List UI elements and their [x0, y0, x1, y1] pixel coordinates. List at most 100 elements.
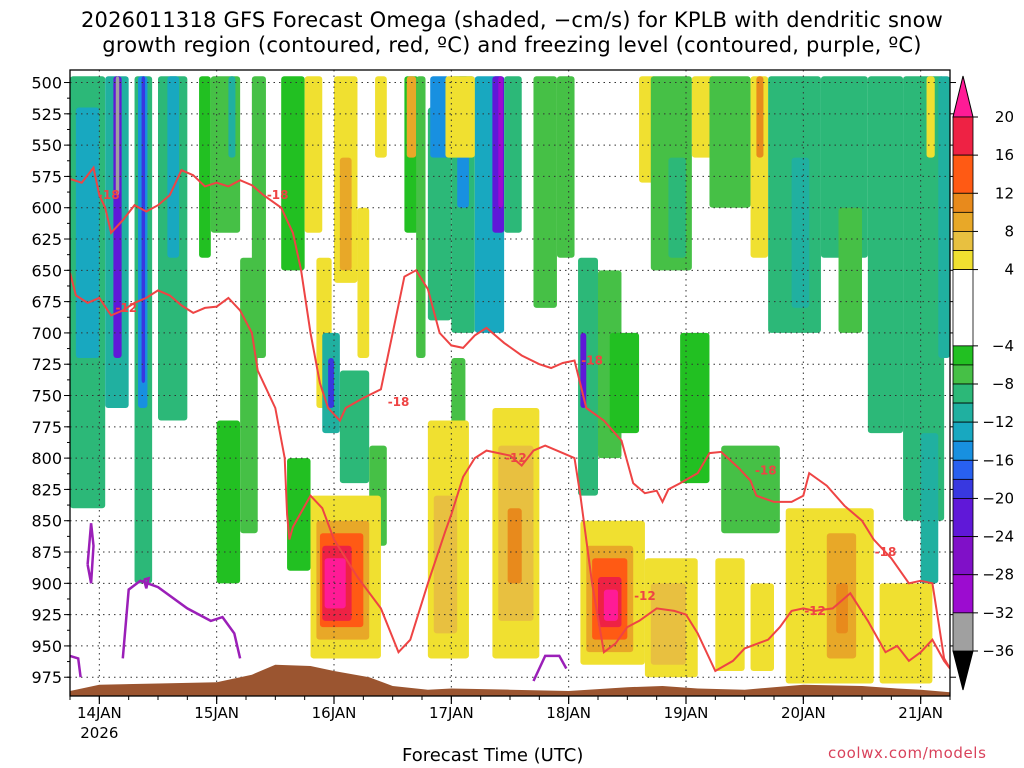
credit-link[interactable]: coolwx.com/models	[828, 744, 987, 762]
x-axis-title: Forecast Time (UTC)	[402, 745, 584, 766]
freezing-level-line	[70, 654, 82, 678]
y-tick-label: 975	[31, 668, 62, 687]
x-tick-label: 17JAN	[429, 704, 474, 722]
colorbar-bin	[952, 402, 974, 423]
contour-label: -12	[804, 604, 826, 618]
omega-cell	[609, 332, 640, 434]
omega-cell	[920, 433, 939, 584]
omega-cell	[427, 107, 452, 321]
y-tick-label: 600	[31, 199, 62, 218]
freezing-level-line	[142, 576, 151, 589]
colorbar-bin	[952, 250, 974, 270]
colorbar-bin	[952, 364, 974, 385]
colorbar-bin	[952, 612, 974, 652]
omega-cell	[216, 420, 241, 584]
omega-cell	[504, 76, 522, 233]
y-tick-label: 950	[31, 637, 62, 656]
y-tick-label: 775	[31, 418, 62, 437]
omega-cell	[680, 332, 710, 484]
omega-cell	[210, 76, 241, 233]
omega-cell	[357, 207, 370, 358]
y-tick-label: 750	[31, 387, 62, 406]
x-tick-label: 20JAN	[781, 704, 826, 722]
omega-cell	[867, 76, 904, 434]
colorbar-label: 20	[995, 108, 1014, 126]
contours	[70, 165, 950, 682]
omega-cell	[926, 76, 935, 158]
x-tick-label: 18JAN	[546, 704, 591, 722]
isotherm-minus12-line	[70, 272, 950, 673]
grid-lines	[70, 70, 950, 696]
y-tick-label: 675	[31, 293, 62, 312]
colorbar-label: −8	[992, 375, 1014, 393]
omega-cell	[498, 76, 503, 208]
omega-cell	[750, 583, 774, 671]
omega-cell	[533, 76, 557, 308]
colorbar-bottom-arrow	[952, 650, 974, 691]
colorbar-bin	[952, 574, 974, 614]
omega-cell	[836, 583, 848, 634]
colorbar-label: −36	[982, 642, 1014, 660]
omega-cell	[304, 76, 323, 233]
chart-title-line-1: 2026011318 GFS Forecast Omega (shaded, −…	[80, 8, 944, 32]
colorbar-bin	[952, 383, 974, 404]
y-tick-label: 650	[31, 261, 62, 280]
colorbar-bin	[952, 459, 974, 480]
omega-shading	[70, 76, 950, 684]
colorbar-label: −4	[992, 337, 1014, 355]
contour-label: -18	[98, 188, 120, 202]
omega-cell	[603, 589, 618, 621]
omega-cell	[650, 583, 686, 665]
contour-label: -18	[581, 353, 603, 367]
colorbar-label: 4	[1004, 261, 1014, 279]
omega-cell	[709, 76, 751, 208]
colorbar-bin	[952, 231, 974, 251]
omega-cell	[281, 76, 305, 271]
omega-cell	[228, 76, 236, 158]
omega-cell	[938, 76, 950, 358]
x-tick-label: 14JAN	[77, 704, 122, 722]
omega-cell	[113, 76, 122, 358]
colorbar-bin	[952, 192, 974, 213]
colorbar-label: −16	[982, 451, 1014, 469]
y-tick-label: 525	[31, 105, 62, 124]
colorbar-label: 12	[995, 184, 1014, 202]
freezing-level-line	[86, 523, 95, 584]
y-tick-label: 825	[31, 480, 62, 499]
omega-cell	[375, 76, 387, 158]
y-tick-label: 550	[31, 136, 62, 155]
isotherm-minus18-line	[70, 165, 950, 670]
colorbar: 20 16 12 8 4 −4 −8 −12 −16 −20 −24 −28 −32 −36	[952, 75, 1014, 691]
omega-cell	[339, 157, 352, 271]
omega-cell	[141, 76, 146, 383]
terrain	[70, 664, 950, 696]
omega-cell	[838, 207, 862, 333]
contour-labels: -18 -18 -12 -18 -12 -18 -12 -18 -12 -18	[98, 188, 896, 618]
colorbar-label: −20	[982, 489, 1014, 507]
omega-cell	[791, 157, 810, 308]
colorbar-label: −32	[982, 604, 1014, 622]
omega-cell	[167, 76, 180, 258]
x-tick-label: 15JAN	[194, 704, 239, 722]
omega-cell	[750, 76, 769, 258]
chart-title-line-2: growth region (contoured, red, ºC) and f…	[102, 33, 922, 57]
omega-cell	[416, 76, 426, 358]
colorbar-bin	[952, 211, 974, 232]
freezing-level-line	[532, 654, 568, 682]
omega-cell	[445, 76, 475, 158]
y-tick-label: 700	[31, 324, 62, 343]
y-tick-label: 800	[31, 449, 62, 468]
y-tick-label: 625	[31, 230, 62, 249]
omega-cell	[199, 76, 211, 258]
terrain-fill	[70, 664, 950, 696]
omega-cell	[668, 157, 686, 258]
omega-cell	[903, 76, 945, 521]
y-tick-label: 900	[31, 574, 62, 593]
contour-label: -12	[505, 451, 527, 465]
omega-cell	[240, 257, 258, 534]
omega-cell	[507, 508, 522, 584]
contour-label: -18	[755, 464, 777, 478]
omega-cell	[115, 76, 120, 196]
colorbar-label: −12	[982, 413, 1014, 431]
